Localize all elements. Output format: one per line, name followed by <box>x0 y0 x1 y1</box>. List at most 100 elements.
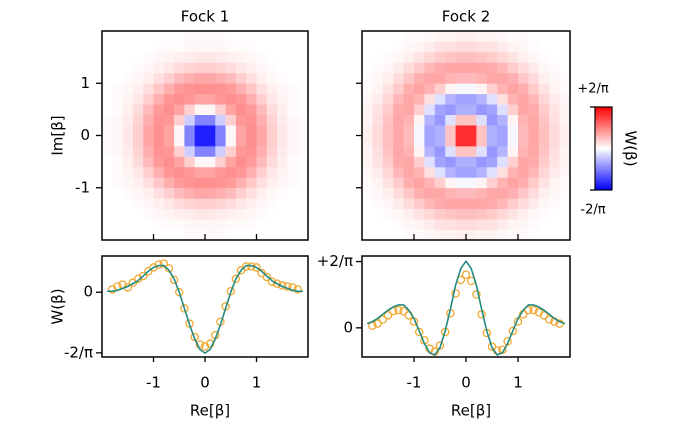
heatmap-cell <box>143 156 154 168</box>
heatmap-cell <box>256 145 268 157</box>
heatmap-cell <box>153 229 165 241</box>
heatmap-cell <box>246 41 257 53</box>
heatmap-cell <box>225 104 237 115</box>
heatmap-cell <box>486 72 498 84</box>
heatmap-cell <box>153 156 165 168</box>
heatmap-cell <box>372 208 384 220</box>
heatmap-cell <box>393 62 404 74</box>
heatmap-cell <box>455 145 467 157</box>
heatmap-cell <box>382 208 394 220</box>
heatmap-cell <box>393 219 404 230</box>
heatmap-cell <box>445 177 456 189</box>
heatmap-cell <box>382 51 394 63</box>
heatmap-cell <box>559 41 571 53</box>
heatmap-cell <box>246 93 257 105</box>
heatmap-cell <box>507 156 519 168</box>
heatmap-cell <box>184 208 196 220</box>
heatmap-cell <box>424 177 436 189</box>
heatmap-cell <box>424 135 436 147</box>
heatmap-cell <box>102 166 113 178</box>
heatmap-cell <box>225 114 237 126</box>
heatmap-cell <box>277 156 288 168</box>
heatmap-cell <box>266 219 278 230</box>
heatmap-cell <box>287 145 299 157</box>
heatmap-cell <box>486 219 498 230</box>
heatmap-cell <box>153 198 165 210</box>
heatmap-cell <box>112 135 123 147</box>
panel-title: Fock 2 <box>442 8 491 26</box>
heatmap-cell <box>497 187 508 199</box>
heatmap-cell <box>143 72 154 84</box>
heatmap-cell <box>434 177 446 189</box>
heatmap-cell <box>507 93 519 105</box>
heatmap-cell <box>528 93 540 105</box>
heatmap-cell <box>266 177 278 189</box>
heatmap-cell <box>256 229 268 241</box>
heatmap-cell <box>256 31 268 42</box>
heatmap-cell <box>205 145 216 157</box>
heatmap-cell <box>132 208 144 220</box>
heatmap-cell <box>403 104 415 115</box>
heatmap-cell <box>225 41 237 53</box>
heatmap-cell <box>549 72 560 84</box>
heatmap-cell <box>122 219 134 230</box>
heatmap-cell <box>215 114 226 126</box>
heatmap-cell <box>528 51 540 63</box>
heatmap-cell <box>559 104 571 115</box>
heatmap-cell <box>112 31 123 42</box>
heatmap-cell <box>528 156 540 168</box>
heatmap-cell <box>287 208 299 220</box>
heatmap-cell <box>143 62 154 74</box>
heatmap-cell <box>403 198 415 210</box>
heatmap-cell <box>297 177 309 189</box>
heatmap-cell <box>393 166 404 178</box>
heatmap-cell <box>393 114 404 126</box>
heatmap-cell <box>362 72 373 84</box>
heatmap-cell <box>372 93 384 105</box>
heatmap-cell <box>455 219 467 230</box>
heatmap-cell <box>382 72 394 84</box>
heatmap-cell <box>266 229 278 241</box>
heatmap-cell <box>266 198 278 210</box>
heatmap-cell <box>414 83 425 95</box>
heatmap-cell <box>476 145 488 157</box>
heatmap-cell <box>497 114 508 126</box>
heatmap-cell <box>163 114 175 126</box>
heatmap-cell <box>112 145 123 157</box>
heatmap-cell <box>246 166 257 178</box>
data-point <box>414 327 424 337</box>
heatmap-cell <box>486 135 498 147</box>
heatmap-cell <box>266 135 278 147</box>
heatmap-cell <box>235 125 247 136</box>
heatmap-cell <box>194 145 206 157</box>
heatmap-cell <box>143 31 154 42</box>
heatmap-cell <box>174 208 185 220</box>
heatmap-cell <box>102 229 113 241</box>
heatmap-cell <box>518 114 529 126</box>
heatmap-cell <box>215 219 226 230</box>
heatmap-cell <box>476 62 488 74</box>
heatmap-cell <box>194 51 206 63</box>
heatmap-cell <box>163 31 175 42</box>
heatmap-cell <box>455 93 467 105</box>
heatmap-cell <box>266 187 278 199</box>
heatmap-cell <box>246 125 257 136</box>
heatmap-cell <box>445 145 456 157</box>
heatmap-cell <box>235 166 247 178</box>
heatmap-cell <box>538 219 550 230</box>
heatmap-cell <box>538 208 550 220</box>
heatmap-cell <box>163 145 175 157</box>
heatmap-cell <box>215 41 226 53</box>
heatmap-cell <box>507 51 519 63</box>
heatmap-cell <box>225 145 237 157</box>
heatmap-cell <box>287 41 299 53</box>
heatmap-cell <box>112 51 123 63</box>
heatmap-cell <box>174 229 185 241</box>
heatmap-cell <box>497 229 508 241</box>
heatmap-cell <box>122 72 134 84</box>
heatmap-cell <box>287 229 299 241</box>
y-tick-label: +2/π <box>317 252 353 270</box>
heatmap-cell <box>184 104 196 115</box>
heatmap-cell <box>235 104 247 115</box>
heatmap-cell <box>424 93 436 105</box>
